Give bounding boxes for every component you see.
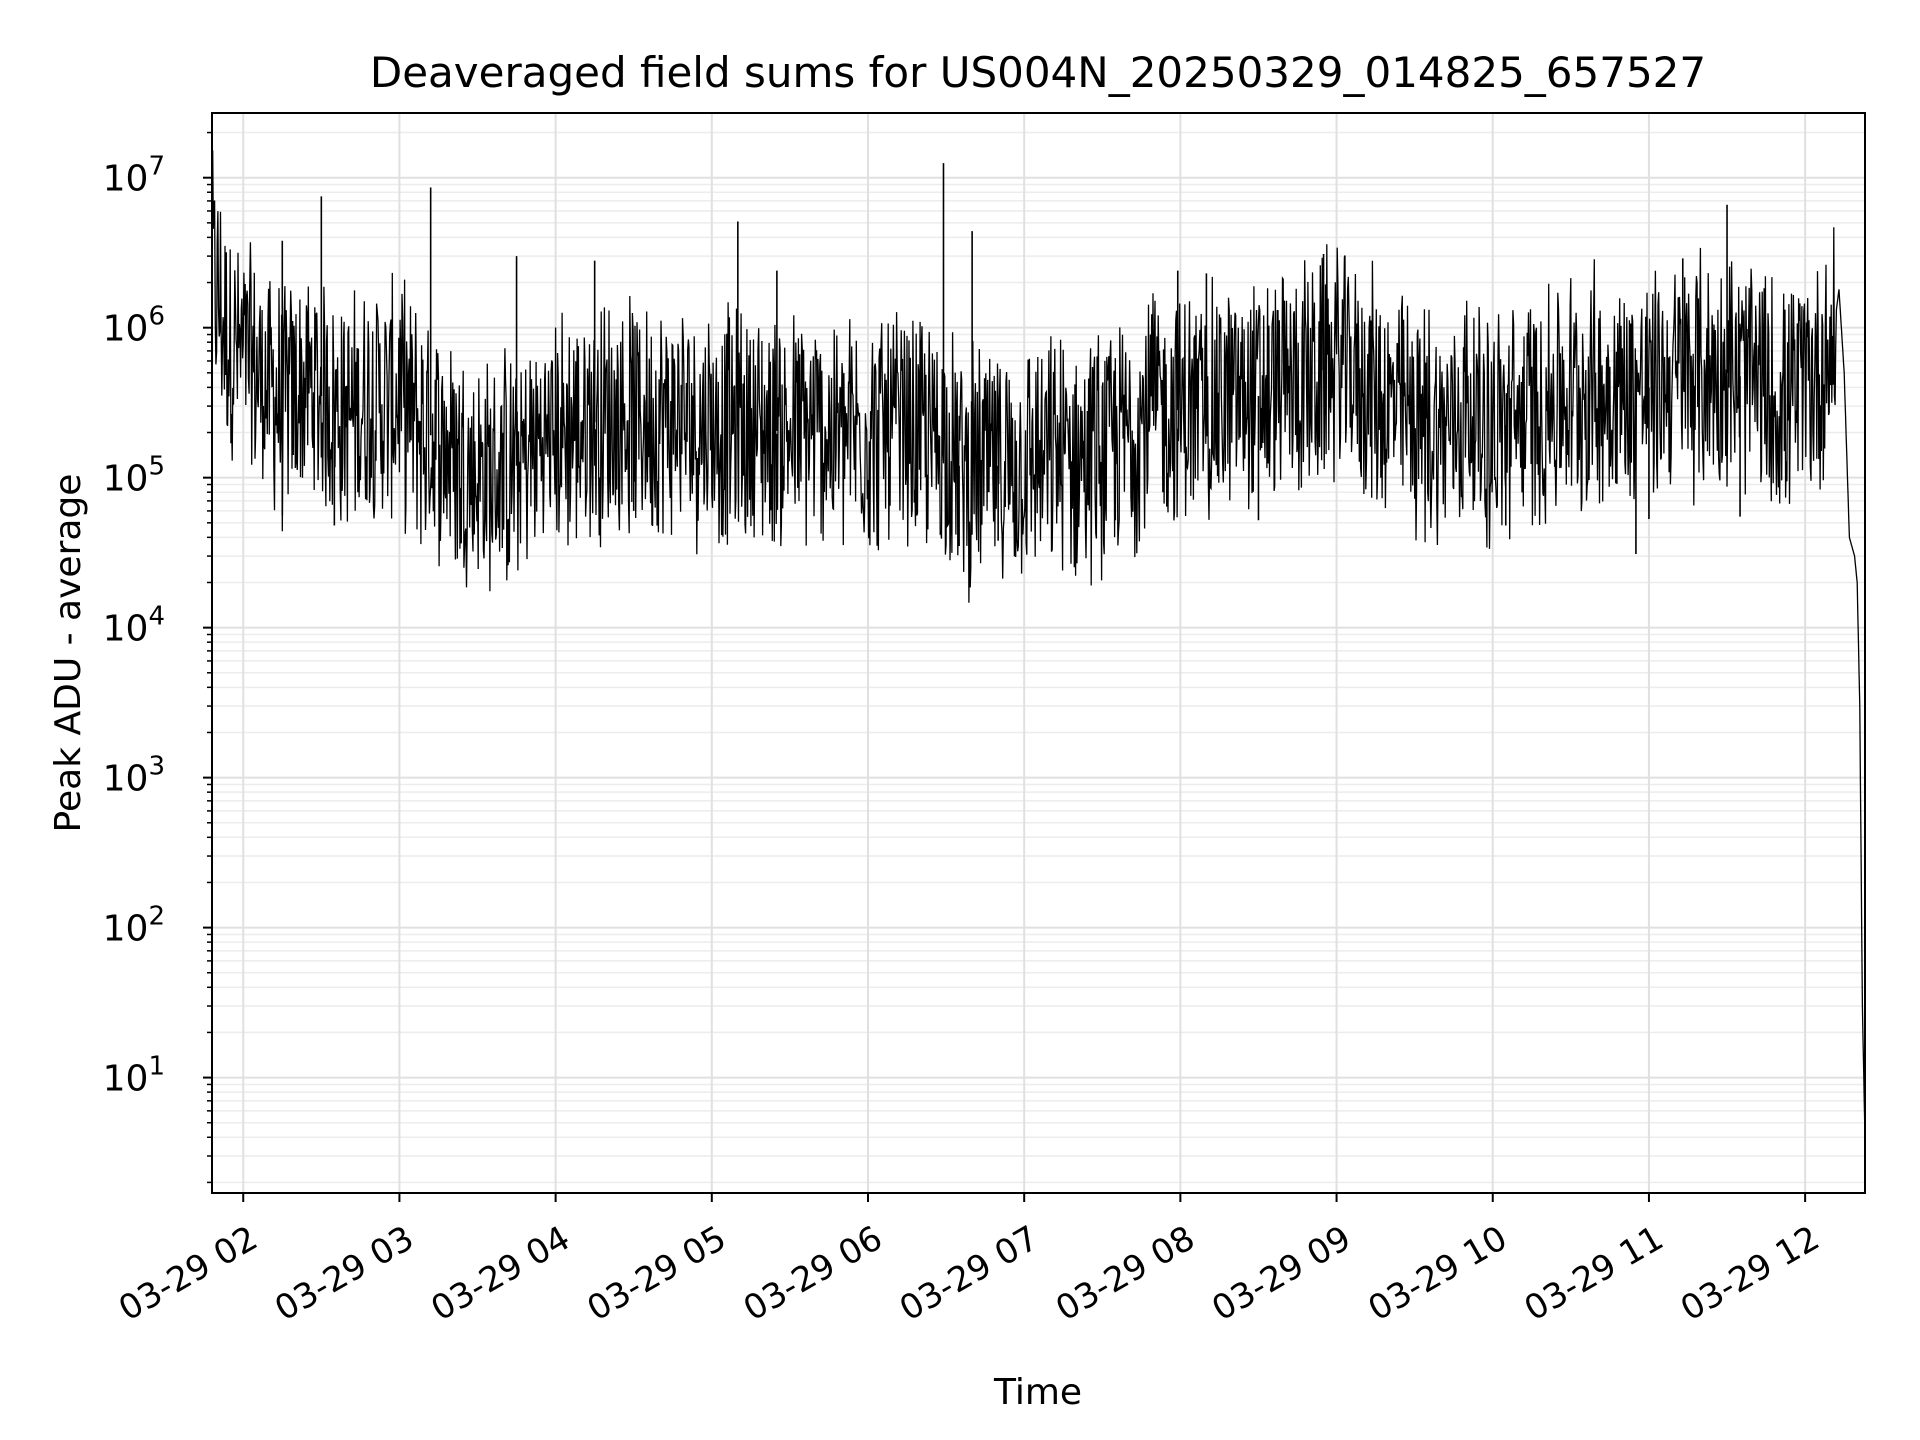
y-tick-label-base: 10 <box>103 609 149 650</box>
series-layer <box>211 150 1866 1138</box>
y-tick-label-exponent: 4 <box>148 602 165 632</box>
y-tick-label: 103 <box>103 752 165 800</box>
y-tick-label-base: 10 <box>103 759 149 800</box>
y-tick-label-exponent: 7 <box>148 152 165 182</box>
y-tick-label: 106 <box>103 302 165 350</box>
chart-title: Deaveraged field sums for US004N_2025032… <box>370 48 1706 97</box>
y-tick-label-base: 10 <box>103 909 149 950</box>
y-tick-label: 104 <box>103 602 165 650</box>
y-tick-label-base: 10 <box>103 459 149 500</box>
x-axis-label: Time <box>993 1372 1082 1413</box>
minor-grid <box>207 131 1865 1184</box>
plot-frame <box>211 112 1866 1194</box>
y-tick-label-exponent: 6 <box>148 302 165 332</box>
y-tick-label-exponent: 2 <box>148 902 165 932</box>
y-tick-label: 101 <box>103 1052 165 1100</box>
y-tick-label: 102 <box>103 902 165 950</box>
y-tick-label-exponent: 1 <box>148 1052 165 1082</box>
y-tick-label-base: 10 <box>103 159 149 200</box>
y-tick-label-exponent: 5 <box>148 452 165 482</box>
y-axis-label: Peak ADU - average <box>48 474 89 833</box>
series-line <box>211 150 1866 1138</box>
y-tick-label: 105 <box>103 452 165 500</box>
y-tick-label: 107 <box>103 152 165 200</box>
y-tick-label-base: 10 <box>103 309 149 350</box>
y-tick-label-exponent: 3 <box>148 752 165 782</box>
y-tick-label-base: 10 <box>103 1059 149 1100</box>
